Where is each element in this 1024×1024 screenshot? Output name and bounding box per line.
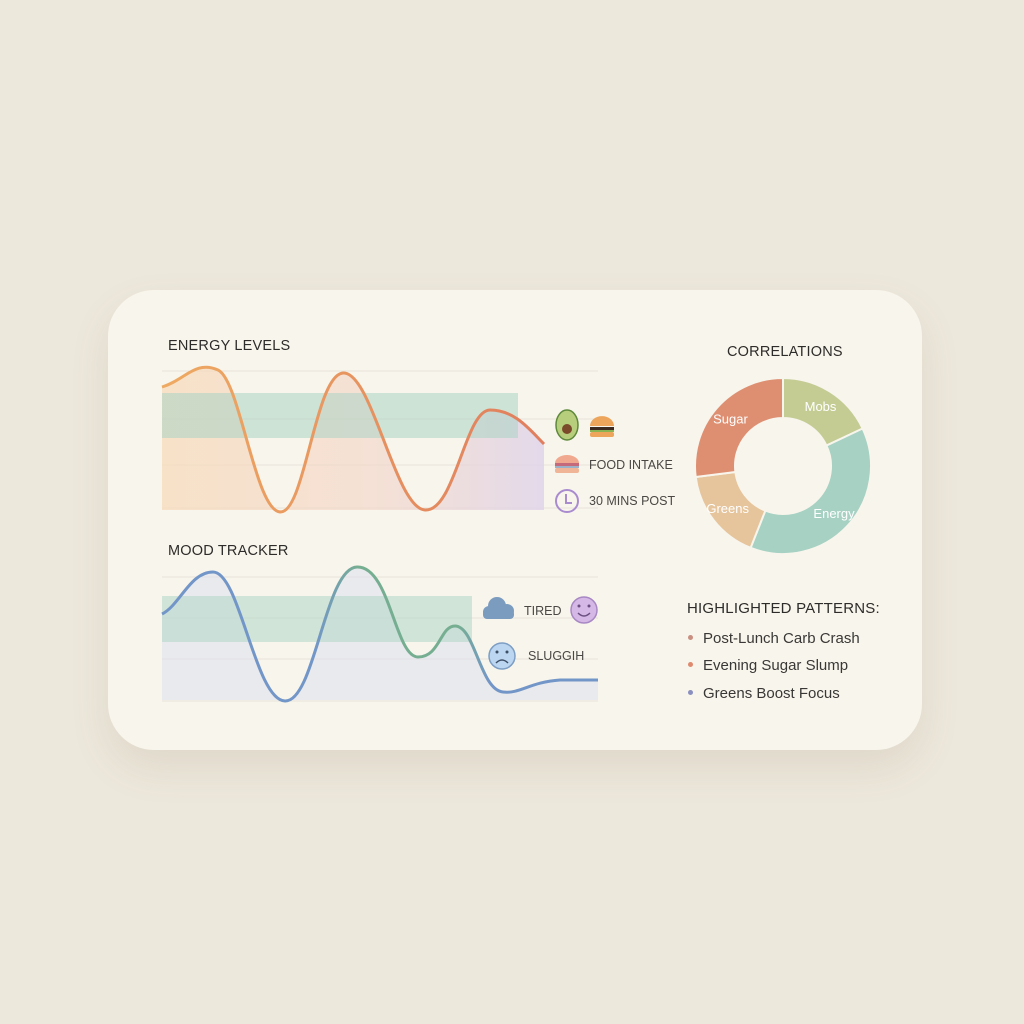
energy-target-band (162, 393, 518, 438)
energy-line (161, 365, 546, 514)
energy-area-fill (162, 367, 544, 513)
mood-line (161, 565, 598, 703)
food-intake-label: FOOD INTAKE (589, 458, 673, 472)
highlighted-patterns-title: HIGHLIGHTED PATTERNS: (687, 600, 880, 617)
mood-tracker-title: MOOD TRACKER (168, 543, 289, 559)
donut-slice-sugar (694, 376, 784, 479)
burger-icon (590, 416, 614, 437)
donut-label: Mobs (805, 399, 837, 414)
pattern-label: Greens Boost Focus (703, 685, 840, 702)
pattern-item: Evening Sugar Slump (688, 657, 848, 674)
burger-icon (555, 455, 579, 473)
pattern-item: Post-Lunch Carb Crash (688, 630, 860, 647)
pattern-item: Greens Boost Focus (688, 685, 840, 702)
donut-label: Sugar (713, 412, 748, 427)
pattern-label: Post-Lunch Carb Crash (703, 630, 860, 647)
pattern-label: Evening Sugar Slump (703, 657, 849, 674)
mood-target-band (162, 596, 472, 642)
correlations-donut-chart: Mobs Energy Greens Sugar (694, 376, 872, 555)
sluggish-label: SLUGGIH (528, 649, 585, 663)
bullet-dot (688, 689, 693, 695)
tired-label: TIRED (524, 604, 562, 618)
donut-slice-energy (749, 427, 872, 555)
clock-icon (555, 489, 579, 513)
energy-levels-title: ENERGY LEVELS (168, 338, 291, 354)
donut-label: Energy (813, 506, 855, 521)
cloud-icon (483, 597, 514, 619)
30-mins-post-label: 30 MINS POST (589, 494, 676, 508)
bullet-dot (688, 661, 693, 667)
correlations-title: CORRELATIONS (727, 344, 843, 360)
donut-label: Greens (706, 501, 749, 516)
bullet-dot (688, 634, 693, 640)
smiley-face-icon (570, 596, 598, 624)
avocado-icon (555, 409, 579, 441)
sad-face-icon (488, 642, 516, 670)
